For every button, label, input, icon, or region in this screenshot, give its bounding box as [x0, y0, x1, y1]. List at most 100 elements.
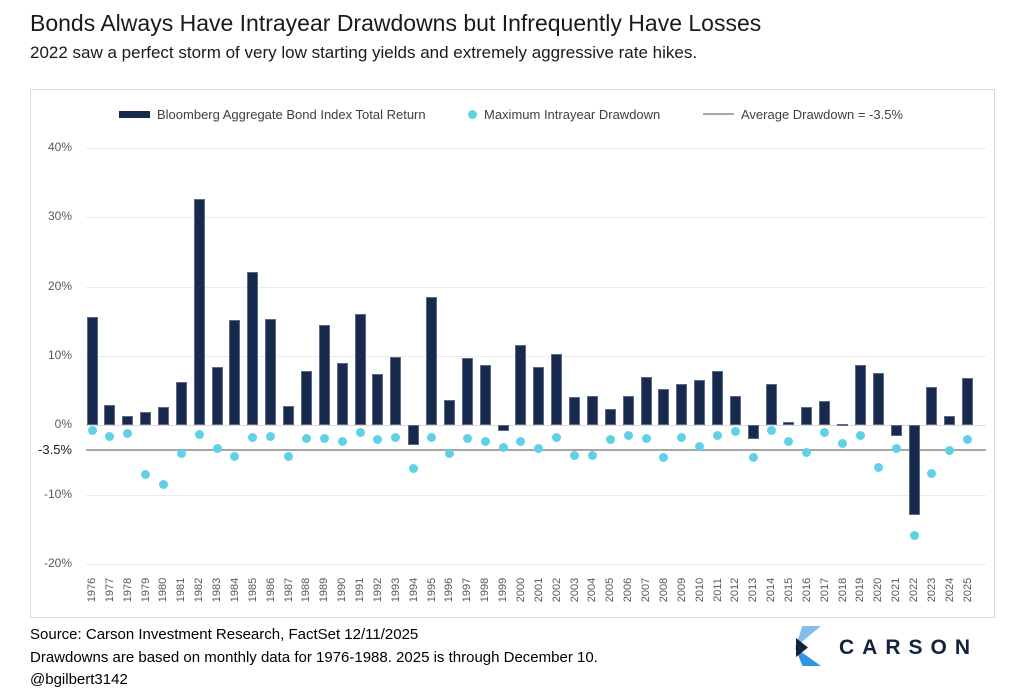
x-tick-label: 1982 — [193, 577, 206, 603]
drawdown-dot — [659, 452, 669, 462]
return-bar — [443, 400, 455, 426]
drawdown-dot — [444, 448, 454, 458]
x-tick-label: 1994 — [407, 577, 420, 603]
drawdown-dot — [730, 427, 740, 437]
y-tick-label: 30% — [47, 209, 72, 224]
drawdown-dot — [945, 446, 955, 456]
legend-label: Average Drawdown = -3.5% — [741, 106, 903, 122]
drawdown-dot — [641, 434, 651, 443]
return-bar — [747, 425, 759, 440]
note-line: Drawdowns are based on monthly data for … — [30, 648, 598, 666]
drawdown-dot — [534, 443, 544, 453]
gridline — [86, 425, 986, 427]
return-bar — [479, 365, 491, 426]
return-bar — [658, 389, 670, 426]
line-swatch-icon — [703, 113, 734, 115]
drawdown-dot — [570, 450, 580, 460]
drawdown-dot — [391, 433, 401, 443]
drawdown-dot — [891, 443, 901, 453]
return-bar — [265, 319, 277, 426]
return-bar — [515, 344, 527, 426]
x-tick-label: 2020 — [872, 577, 885, 603]
drawdown-dot — [498, 443, 508, 453]
drawdown-dot — [141, 470, 151, 480]
return-bar — [819, 401, 831, 426]
x-tick-label: 2000 — [514, 577, 527, 603]
x-tick-label: 1976 — [86, 577, 98, 603]
return-bar — [86, 317, 98, 426]
drawdown-dot — [963, 434, 973, 444]
source-line: Source: Carson Investment Research, Fact… — [30, 626, 419, 643]
y-tick-label: 40% — [47, 140, 72, 154]
return-bar — [712, 371, 723, 426]
carson-wordmark: CARSON — [839, 636, 979, 659]
gridline — [86, 286, 986, 288]
x-tick-label: 1999 — [497, 577, 510, 603]
drawdown-dot — [158, 479, 168, 489]
x-tick-label: 2002 — [550, 577, 563, 603]
legend-item-average: Average Drawdown = -3.5% — [703, 106, 903, 122]
x-tick-label: 2022 — [908, 577, 921, 603]
drawdown-dot — [355, 427, 365, 437]
x-tick-label: 2003 — [568, 577, 581, 603]
return-bar — [854, 365, 866, 426]
return-bar — [765, 383, 777, 426]
return-bar — [426, 297, 438, 426]
x-tick-label: 1980 — [157, 577, 170, 603]
return-bar — [962, 378, 974, 426]
x-tick-label: 1996 — [443, 577, 456, 603]
x-tick-label: 2019 — [854, 577, 867, 603]
plot-area: 40% 30% 20% 10% 0% -3.5% -10% -20% 1976 1977 1978 1… — [38, 140, 986, 602]
x-tick-label: 2012 — [729, 577, 742, 603]
x-tick-label: 2005 — [604, 577, 617, 603]
drawdown-dot — [319, 434, 329, 443]
drawdown-dot — [784, 437, 794, 447]
return-bar — [140, 412, 152, 426]
gridline — [86, 148, 986, 149]
page-subtitle: 2022 saw a perfect storm of very low sta… — [30, 43, 698, 62]
return-bar — [104, 404, 116, 426]
return-bar — [300, 370, 312, 426]
return-bar — [318, 324, 330, 426]
x-tick-label: 1991 — [354, 577, 367, 603]
drawdown-dot — [266, 431, 276, 441]
page-title: Bonds Always Have Intrayear Drawdowns bu… — [30, 10, 762, 36]
x-tick-label: 1988 — [300, 577, 313, 603]
return-bar — [622, 395, 634, 426]
chart-panel: Bloomberg Aggregate Bond Index Total Ret… — [30, 89, 995, 618]
x-tick-label: 1983 — [211, 577, 224, 603]
x-tick-label: 1989 — [318, 577, 331, 603]
x-tick-label: 2007 — [640, 577, 652, 603]
return-bar — [283, 405, 295, 426]
x-tick-label: 2021 — [890, 577, 903, 603]
return-bar — [372, 374, 384, 426]
return-bar — [336, 362, 348, 426]
x-tick-label: 1981 — [175, 577, 188, 603]
return-bar — [354, 314, 366, 426]
x-tick-label: 1992 — [371, 577, 384, 603]
drawdown-dot — [587, 450, 597, 460]
legend-item-drawdown: Maximum Intrayear Drawdown — [468, 107, 660, 122]
drawdown-dot — [927, 469, 937, 479]
return-bar — [640, 376, 652, 426]
x-tick-label: 1979 — [139, 577, 152, 603]
drawdown-dot — [373, 434, 383, 444]
drawdown-dot — [552, 432, 562, 442]
return-bar — [211, 367, 223, 426]
y-tick-label: -20% — [43, 556, 72, 570]
return-bar — [926, 387, 938, 426]
x-tick-label: 1978 — [121, 577, 134, 603]
return-bar — [157, 406, 169, 426]
carson-logo-mark-icon — [795, 626, 821, 666]
drawdown-dot — [337, 436, 347, 446]
return-bar — [783, 421, 795, 426]
x-tick-label: 2001 — [532, 577, 545, 603]
x-tick-label: 1998 — [479, 577, 492, 603]
x-tick-label: 2023 — [925, 577, 938, 603]
drawdown-dot — [427, 433, 437, 443]
legend-item-total-return: Bloomberg Aggregate Bond Index Total Ret… — [119, 107, 426, 122]
x-tick-label: 1987 — [282, 577, 295, 603]
return-bar — [193, 199, 205, 426]
drawdown-dot — [677, 433, 687, 443]
drawdown-dot — [462, 434, 472, 443]
